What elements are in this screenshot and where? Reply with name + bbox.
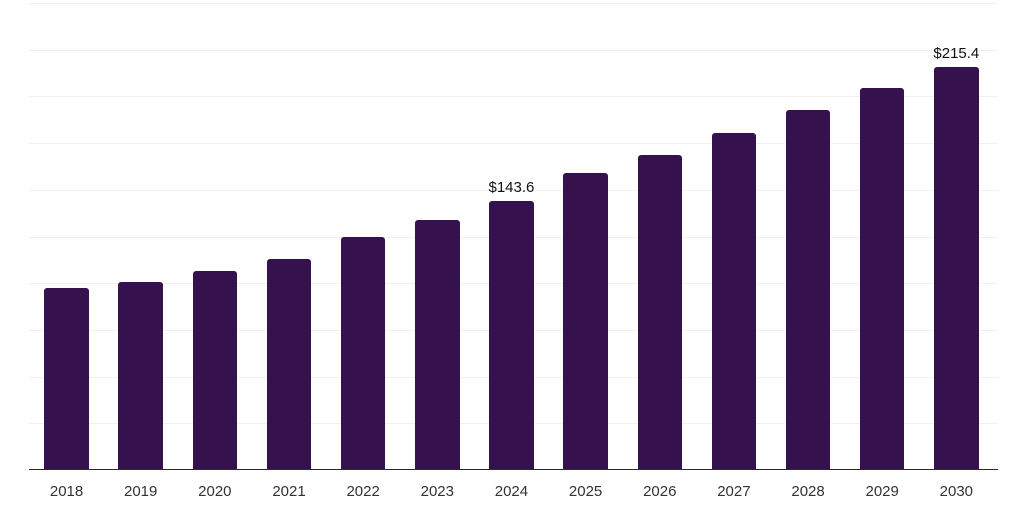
x-axis-labels: 2018 2019 2020 2021 2022 2023 2024 2025 2026 2027… xyxy=(29,482,998,506)
gridline xyxy=(29,96,998,98)
x-tick-label-2029: 2029 xyxy=(865,483,899,500)
bar-2026 xyxy=(637,154,682,469)
bar-2030 xyxy=(934,66,979,469)
x-tick-label-2030: 2030 xyxy=(939,483,974,500)
x-tick-label-2027: 2027 xyxy=(717,483,751,500)
x-tick-label-2022: 2022 xyxy=(346,483,380,500)
x-tick-label-2026: 2026 xyxy=(643,483,677,500)
bar-2025 xyxy=(563,173,608,469)
x-tick-label-2023: 2023 xyxy=(420,483,454,500)
bar-2023 xyxy=(415,220,460,469)
bar-value-label-2024: $143.6 xyxy=(488,178,535,196)
bar-2021 xyxy=(266,259,312,469)
bar-2019 xyxy=(118,282,163,469)
bar-2024 xyxy=(489,200,534,469)
x-tick-label-2021: 2021 xyxy=(272,483,306,500)
x-tick-label-2019: 2019 xyxy=(124,483,158,500)
x-tick-label-2024: 2024 xyxy=(494,483,529,500)
x-tick-label-2018: 2018 xyxy=(49,483,84,500)
gridline xyxy=(29,143,998,145)
x-tick-label-2028: 2028 xyxy=(791,483,825,500)
bar-2029 xyxy=(859,88,905,469)
bar-2020 xyxy=(192,271,238,469)
x-tick-label-2020: 2020 xyxy=(198,483,232,500)
bar-2028 xyxy=(785,110,831,469)
gridline xyxy=(29,189,998,191)
plot-area: $143.6 $215.4 xyxy=(29,3,998,470)
x-tick-label-2025: 2025 xyxy=(568,483,603,500)
gridline xyxy=(29,49,998,51)
bar-2022 xyxy=(340,237,386,469)
bar-2018 xyxy=(44,288,89,469)
bar-2027 xyxy=(711,133,757,469)
bar-value-label-2030: $215.4 xyxy=(933,44,980,62)
gridline xyxy=(29,3,998,4)
